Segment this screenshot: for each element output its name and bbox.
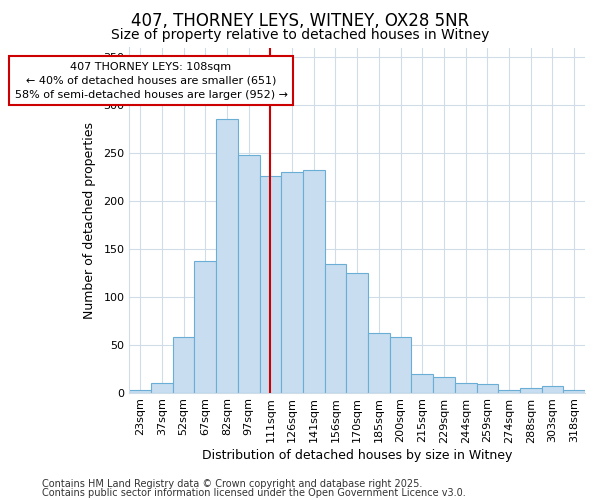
Bar [542,386,563,392]
Bar [303,170,325,392]
Bar [238,155,260,392]
Text: Size of property relative to detached houses in Witney: Size of property relative to detached ho… [111,28,489,42]
Bar [563,390,585,392]
X-axis label: Distribution of detached houses by size in Witney: Distribution of detached houses by size … [202,450,512,462]
Bar [455,383,476,392]
Bar [433,377,455,392]
Bar [498,390,520,392]
Y-axis label: Number of detached properties: Number of detached properties [83,122,97,318]
Text: Contains HM Land Registry data © Crown copyright and database right 2025.: Contains HM Land Registry data © Crown c… [42,479,422,489]
Bar [368,333,390,392]
Bar [194,262,216,392]
Bar [412,374,433,392]
Bar [173,337,194,392]
Text: Contains public sector information licensed under the Open Government Licence v3: Contains public sector information licen… [42,488,466,498]
Bar [390,337,412,392]
Bar [216,120,238,392]
Bar [281,172,303,392]
Bar [325,264,346,392]
Bar [260,176,281,392]
Text: 407 THORNEY LEYS: 108sqm
← 40% of detached houses are smaller (651)
58% of semi-: 407 THORNEY LEYS: 108sqm ← 40% of detach… [14,62,287,100]
Bar [520,388,542,392]
Bar [476,384,498,392]
Bar [346,273,368,392]
Bar [130,390,151,392]
Bar [151,383,173,392]
Text: 407, THORNEY LEYS, WITNEY, OX28 5NR: 407, THORNEY LEYS, WITNEY, OX28 5NR [131,12,469,30]
